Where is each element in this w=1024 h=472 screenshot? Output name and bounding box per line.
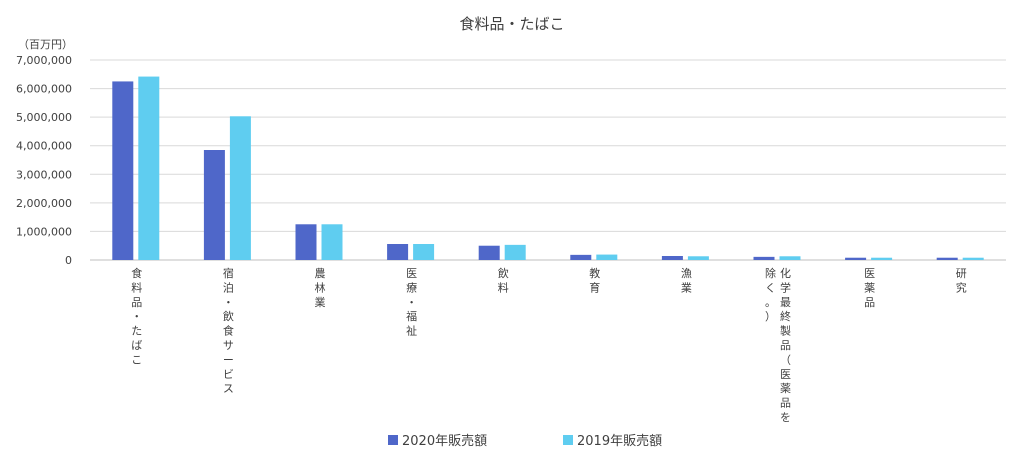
legend-item-2019: 2019年販売額 <box>563 430 662 449</box>
x-category-label: 飲料 <box>498 266 509 294</box>
y-tick-label: 0 <box>65 254 72 267</box>
y-tick-label: 6,000,000 <box>16 83 72 96</box>
y-tick-label: 3,000,000 <box>16 168 72 181</box>
y-tick-label: 2,000,000 <box>16 197 72 210</box>
bar-2020 <box>387 244 409 260</box>
x-category-label: 宿泊・飲食サービス <box>223 266 234 395</box>
x-category-label: 除く。） <box>765 266 776 323</box>
legend-item-2020: 2020年販売額 <box>388 430 487 449</box>
legend-label-2020: 2020年販売額 <box>402 434 488 449</box>
chart-title: 食料品・たばこ <box>459 15 565 33</box>
bar-2019 <box>596 254 618 260</box>
bar-2019 <box>687 256 709 260</box>
x-category-label: 研究 <box>956 267 967 294</box>
bar-2020 <box>845 257 867 260</box>
legend-label-2019: 2019年販売額 <box>577 434 663 449</box>
bar-2019 <box>871 257 893 260</box>
bar-2020 <box>936 257 958 260</box>
y-tick-label: 1,000,000 <box>16 225 72 238</box>
bar-2019 <box>229 116 251 261</box>
bar-2020 <box>753 256 775 260</box>
x-category-label: 食料品・たばこ <box>131 266 142 366</box>
y-axis-unit-label: （百万円） <box>18 38 73 51</box>
y-tick-label: 4,000,000 <box>16 140 72 153</box>
x-category-label: 化学最終製品（医薬品を <box>780 266 791 424</box>
legend: 2020年販売額 2019年販売額 <box>0 430 1024 450</box>
bar-2019 <box>779 256 801 260</box>
x-category-label: 農林業 <box>315 266 326 309</box>
bar-2020 <box>661 256 683 260</box>
bar-2020 <box>570 254 592 260</box>
bar-2020 <box>203 150 225 260</box>
x-category-label: 漁業 <box>681 266 692 294</box>
bar-2019 <box>413 244 435 260</box>
bar-2020 <box>478 245 500 260</box>
bar-2019 <box>138 76 160 260</box>
x-category-label: 医薬品 <box>864 267 875 309</box>
legend-swatch-2020 <box>388 434 398 445</box>
x-category-label: 医療・福祉 <box>406 267 417 338</box>
legend-swatch-2019 <box>563 434 573 445</box>
x-category-label: 教育 <box>589 267 600 294</box>
y-tick-label: 5,000,000 <box>16 111 72 124</box>
bar-2020 <box>295 224 317 260</box>
bar-chart-plot: 0 1,000,000 2,000,000 3,000,000 4,000,000 5,0… <box>16 54 1006 424</box>
bar-2020 <box>112 81 134 260</box>
y-tick-label: 7,000,000 <box>16 54 72 67</box>
bar-2019 <box>504 244 526 260</box>
bar-2019 <box>321 224 343 260</box>
bar-2019 <box>962 257 984 260</box>
